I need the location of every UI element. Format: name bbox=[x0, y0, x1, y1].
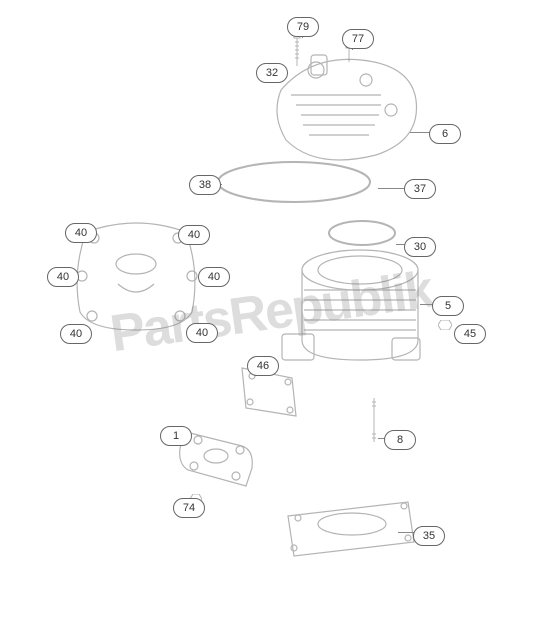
callout-label: 40 bbox=[178, 225, 210, 245]
callout-8: 8 bbox=[384, 430, 416, 450]
callout-1: 1 bbox=[160, 426, 192, 446]
callout-label: 74 bbox=[173, 498, 205, 518]
callout-45: 45 bbox=[454, 324, 486, 344]
callout-40: 40 bbox=[178, 225, 210, 245]
callout-40: 40 bbox=[60, 324, 92, 344]
callout-40: 40 bbox=[198, 267, 230, 287]
callout-40: 40 bbox=[186, 323, 218, 343]
leader-line bbox=[378, 188, 406, 189]
callout-label: 32 bbox=[256, 63, 288, 83]
callout-label: 79 bbox=[287, 17, 319, 37]
callout-label: 30 bbox=[404, 237, 436, 257]
callout-32: 32 bbox=[256, 63, 288, 83]
callout-5: 5 bbox=[432, 296, 464, 316]
callout-label: 40 bbox=[186, 323, 218, 343]
callout-label: 35 bbox=[413, 526, 445, 546]
callout-label: 40 bbox=[60, 324, 92, 344]
callout-label: 38 bbox=[189, 175, 221, 195]
callout-79: 79 bbox=[287, 17, 319, 37]
large-o-ring bbox=[214, 158, 374, 206]
callout-label: 46 bbox=[247, 356, 279, 376]
callout-label: 40 bbox=[65, 223, 97, 243]
callout-37: 37 bbox=[404, 179, 436, 199]
callout-label: 5 bbox=[432, 296, 464, 316]
callout-label: 77 bbox=[342, 29, 374, 49]
callout-38: 38 bbox=[189, 175, 221, 195]
callout-label: 40 bbox=[47, 267, 79, 287]
callout-label: 40 bbox=[198, 267, 230, 287]
callout-35: 35 bbox=[413, 526, 445, 546]
callout-label: 8 bbox=[384, 430, 416, 450]
callout-label: 45 bbox=[454, 324, 486, 344]
stud-8 bbox=[370, 398, 378, 444]
callout-40: 40 bbox=[65, 223, 97, 243]
callout-label: 37 bbox=[404, 179, 436, 199]
nut-45 bbox=[438, 320, 452, 330]
valve-cover bbox=[174, 412, 262, 494]
callout-74: 74 bbox=[173, 498, 205, 518]
leader-line bbox=[398, 532, 414, 533]
callout-label: 1 bbox=[160, 426, 192, 446]
callout-30: 30 bbox=[404, 237, 436, 257]
callout-77: 77 bbox=[342, 29, 374, 49]
callout-40: 40 bbox=[47, 267, 79, 287]
base-gasket bbox=[278, 492, 424, 562]
callout-6: 6 bbox=[429, 124, 461, 144]
callout-label: 6 bbox=[429, 124, 461, 144]
callout-46: 46 bbox=[247, 356, 279, 376]
